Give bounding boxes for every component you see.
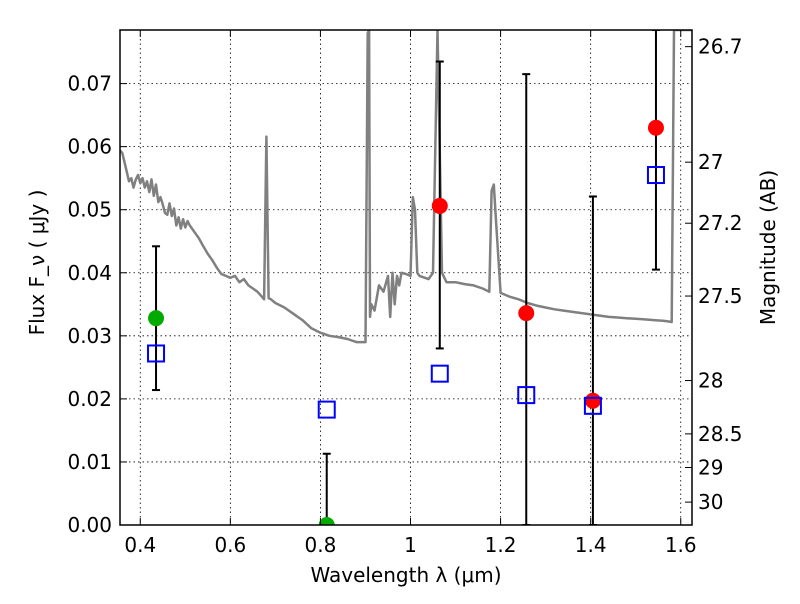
- x-tick-label: 1.6: [665, 533, 697, 557]
- y-tick-label: 0.02: [67, 387, 112, 411]
- model-point-square: [646, 166, 665, 185]
- y-tick-label: 0.06: [67, 135, 112, 159]
- y-tick-label: 0.03: [67, 324, 112, 348]
- template-spectrum-line: [120, 30, 692, 344]
- right-tick-label: 30: [698, 490, 723, 514]
- right-tick-label: 26.7: [698, 35, 743, 59]
- right-tick-label: 27.2: [698, 211, 743, 235]
- right-tick-label: 28: [698, 369, 723, 393]
- model-point-square: [317, 400, 336, 419]
- data-point-circle: [318, 517, 335, 525]
- plot-area: [120, 30, 692, 525]
- grid: [120, 30, 692, 526]
- y-tick-label: 0.07: [67, 72, 112, 96]
- model-point-square: [583, 396, 602, 415]
- y-axis-title: Flux F_ν ( μJy ): [25, 190, 49, 336]
- y-tick-label: 0.04: [67, 261, 112, 285]
- data-point-circle: [518, 305, 535, 322]
- right-tick-label: 27.5: [698, 284, 743, 308]
- x-tick-label: 1: [404, 533, 417, 557]
- data-point-circle: [431, 197, 448, 214]
- model-point-square: [430, 364, 449, 383]
- y-tick-label: 0.05: [67, 198, 112, 222]
- plot-frame: [119, 29, 693, 526]
- x-tick-label: 1.4: [575, 533, 607, 557]
- data-point-circle: [647, 119, 664, 136]
- x-tick-label: 1.2: [485, 533, 517, 557]
- y-tick-label: 0.01: [67, 450, 112, 474]
- model-point-square: [147, 344, 166, 363]
- right-tick-label: 27: [698, 150, 723, 174]
- axes: [119, 29, 693, 526]
- ticks: 0.4 0.6 0.8 1 1.2 1.4 1.6 0.00 0.01 0.02 0.03 0.04 0…: [67, 30, 743, 557]
- right-tick-label: 29: [698, 455, 723, 479]
- data-point-circle: [584, 392, 601, 409]
- x-axis-title: Wavelength λ (μm): [310, 563, 501, 587]
- x-tick-label: 0.4: [124, 533, 156, 557]
- y-tick-label: 0.00: [67, 513, 112, 537]
- model-point-square: [517, 386, 536, 405]
- data-point-circle: [148, 310, 165, 327]
- right-axis-title: Magnitude (AB): [756, 170, 780, 325]
- x-tick-label: 0.8: [305, 533, 337, 557]
- x-tick-label: 0.6: [214, 533, 246, 557]
- right-tick-label: 28.5: [698, 422, 743, 446]
